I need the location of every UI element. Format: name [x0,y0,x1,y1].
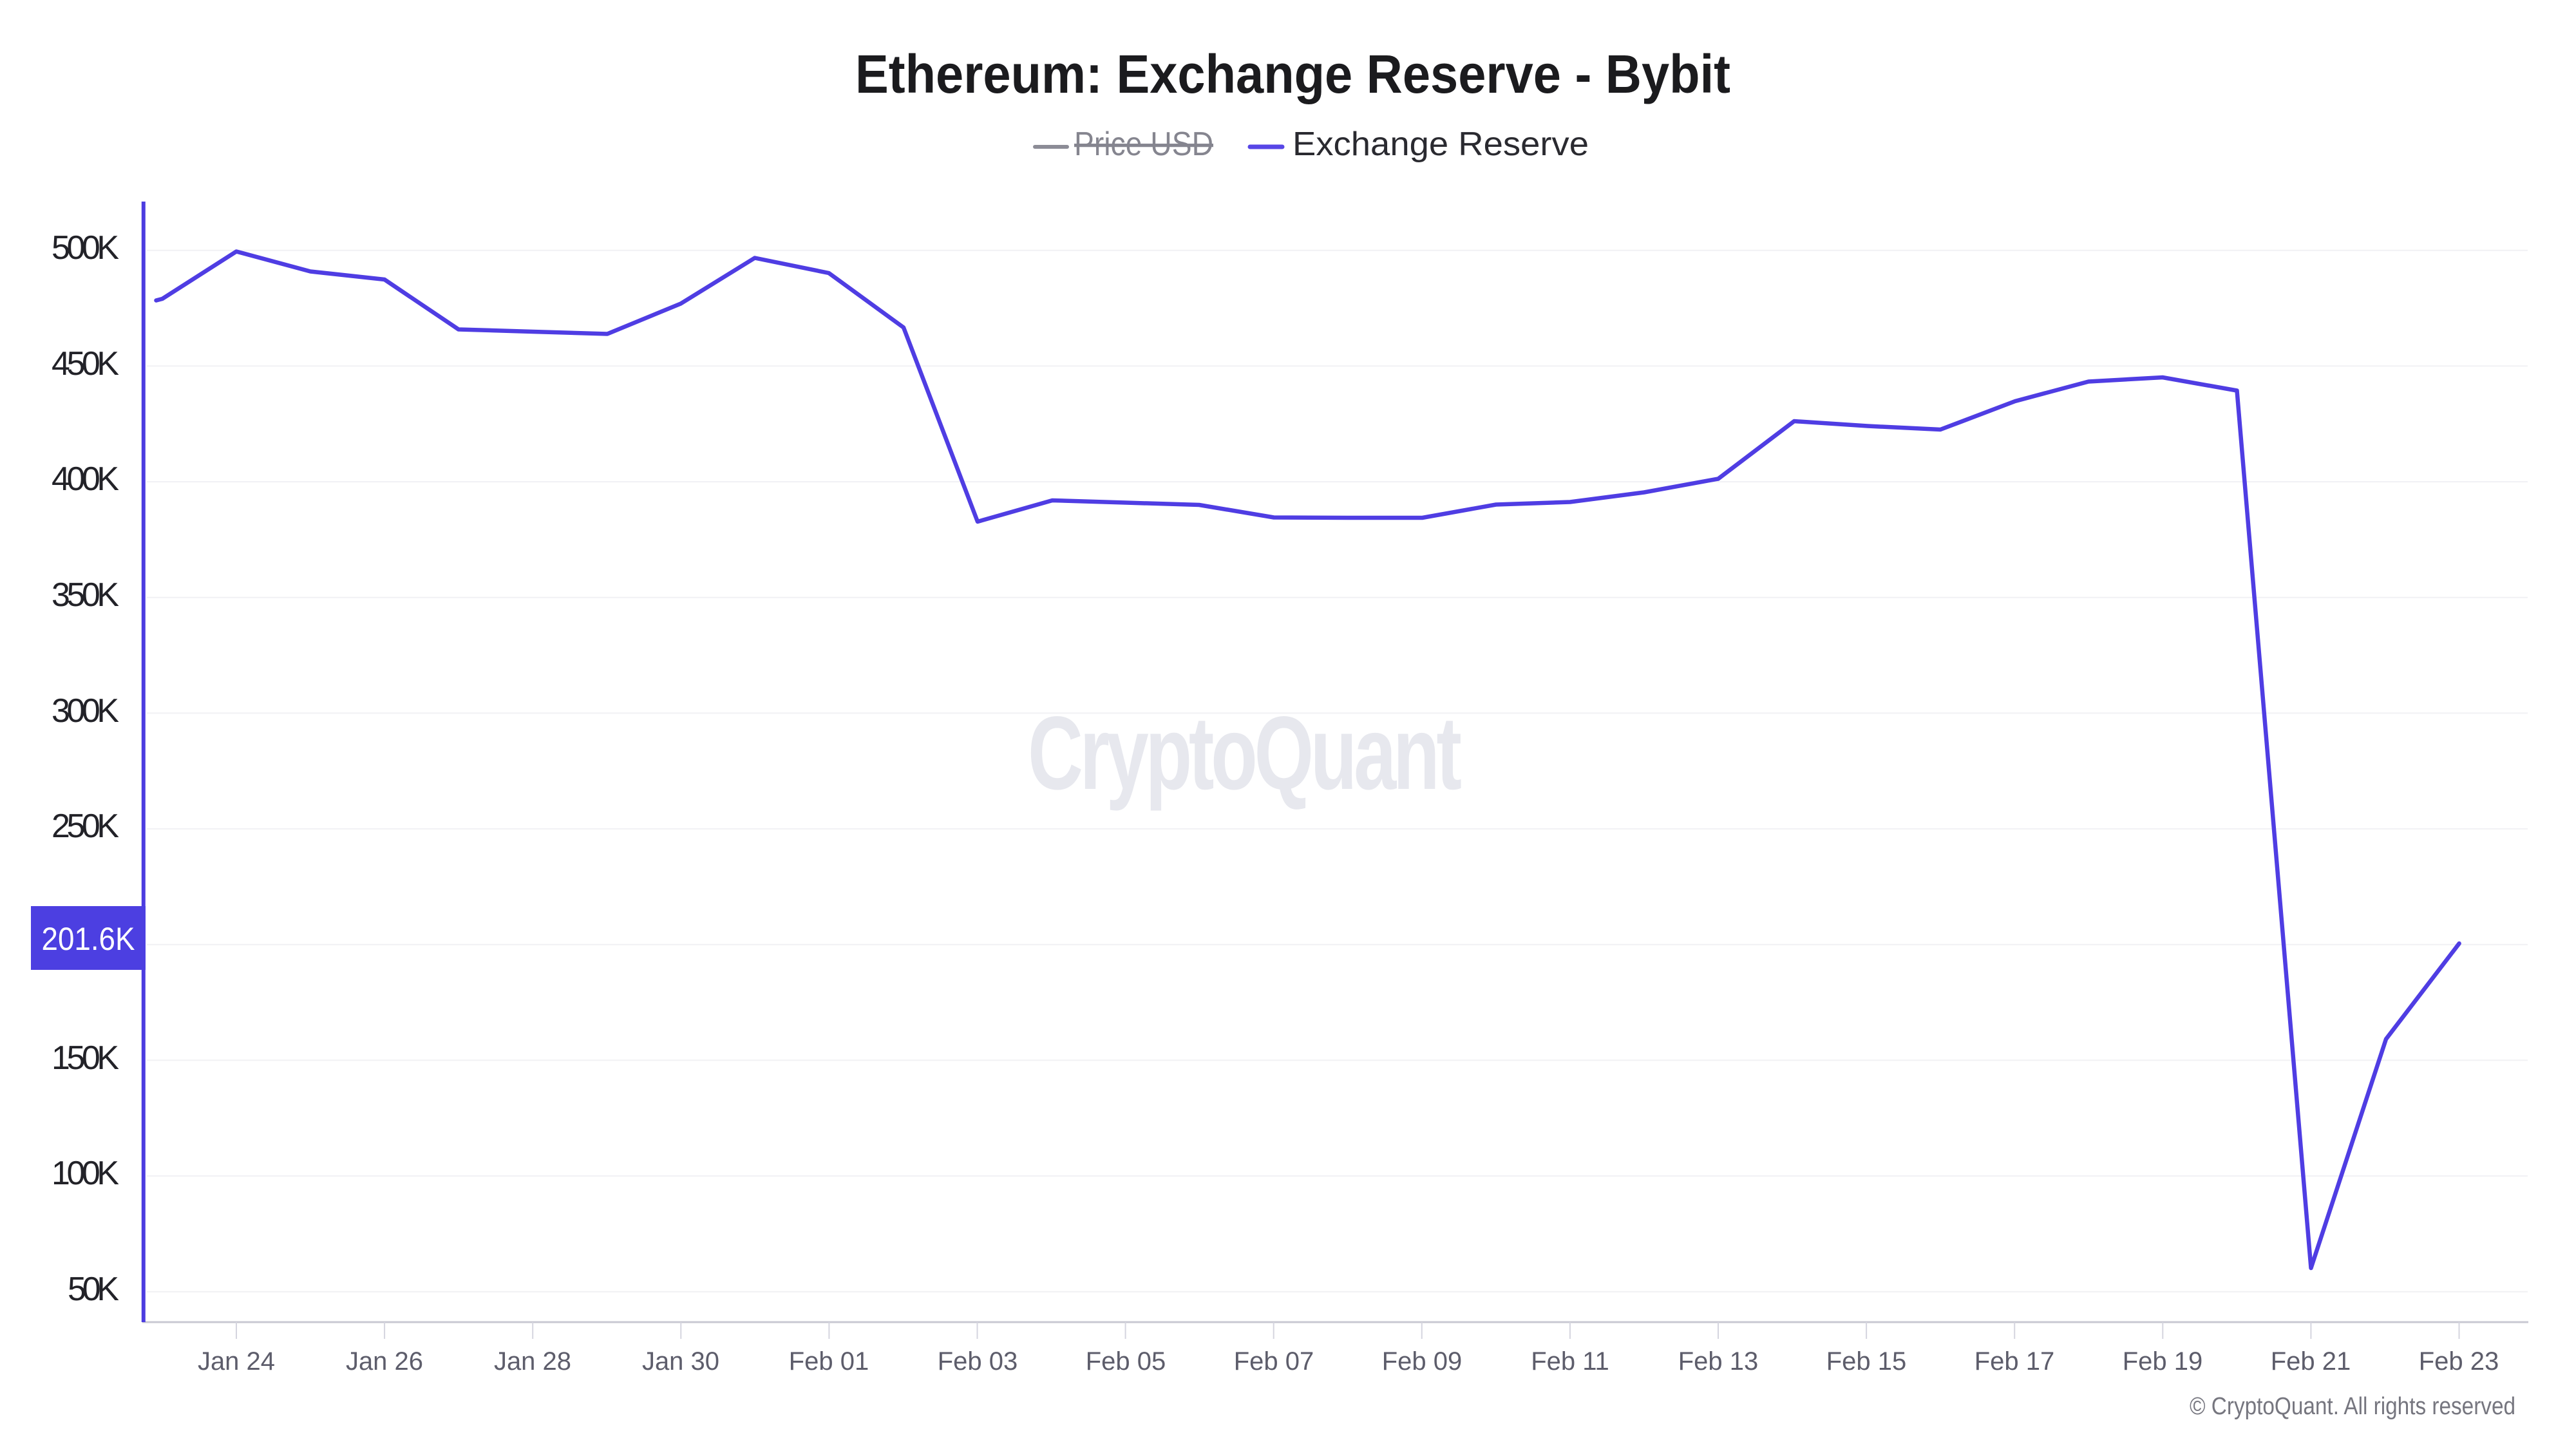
svg-text:Feb 01: Feb 01 [789,1347,869,1376]
svg-text:Feb 19: Feb 19 [2123,1347,2203,1376]
svg-text:300K: 300K [52,692,119,730]
svg-text:Feb 07: Feb 07 [1234,1347,1314,1376]
svg-text:Jan 24: Jan 24 [198,1347,275,1376]
svg-text:Price USD: Price USD [1074,126,1213,163]
svg-text:Feb 17: Feb 17 [1975,1347,2055,1376]
svg-text:Feb 03: Feb 03 [938,1347,1018,1376]
svg-text:Feb 11: Feb 11 [1531,1347,1609,1376]
svg-text:Feb 13: Feb 13 [1678,1347,1759,1376]
svg-text:CryptoQuant: CryptoQuant [1028,695,1462,811]
svg-text:Feb 05: Feb 05 [1086,1347,1166,1376]
svg-text:450K: 450K [52,345,119,383]
svg-text:Exchange Reserve: Exchange Reserve [1293,126,1589,163]
svg-text:201.6K: 201.6K [42,921,135,957]
svg-text:© CryptoQuant. All rights rese: © CryptoQuant. All rights reserved [2190,1393,2515,1420]
svg-text:100K: 100K [52,1155,119,1192]
svg-text:500K: 500K [52,229,119,267]
svg-text:Jan 30: Jan 30 [642,1347,719,1376]
svg-text:Feb 21: Feb 21 [2271,1347,2351,1376]
svg-text:Jan 26: Jan 26 [346,1347,423,1376]
svg-text:250K: 250K [52,808,119,845]
svg-text:Jan 28: Jan 28 [494,1347,571,1376]
svg-text:Ethereum: Exchange Reserve - B: Ethereum: Exchange Reserve - Bybit [855,44,1730,104]
svg-text:350K: 350K [52,576,119,614]
svg-text:Feb 09: Feb 09 [1382,1347,1463,1376]
svg-text:Feb 15: Feb 15 [1826,1347,1907,1376]
svg-text:Feb 23: Feb 23 [2419,1347,2499,1376]
svg-text:150K: 150K [52,1039,119,1077]
svg-text:50K: 50K [68,1271,119,1308]
svg-text:400K: 400K [52,460,119,498]
